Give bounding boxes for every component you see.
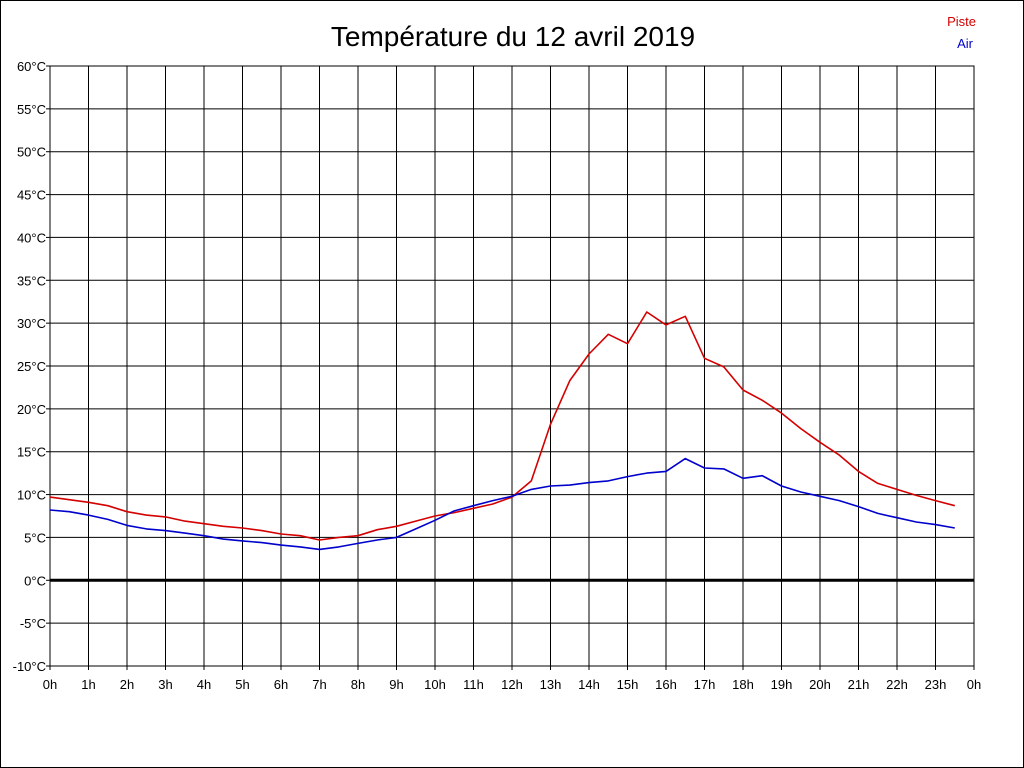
x-axis-ticks: 0h 1h 2h 3h 4h 5h 6h 7h 8h 9h 10h 11h 12h 13h 14h 15h 16… — [43, 666, 981, 692]
x-tick-label: 3h — [158, 677, 172, 692]
x-tick-label: 7h — [312, 677, 326, 692]
x-tick-label: 14h — [578, 677, 600, 692]
x-tick-label: 16h — [655, 677, 677, 692]
x-tick-label: 17h — [694, 677, 716, 692]
y-tick-label: 0°C — [24, 573, 46, 588]
legend-entry-piste: Piste — [947, 14, 976, 29]
y-tick-label: 25°C — [17, 359, 46, 374]
y-tick-label: 60°C — [17, 59, 46, 74]
x-tick-label: 6h — [274, 677, 288, 692]
y-tick-label: 15°C — [17, 445, 46, 460]
y-tick-label: 35°C — [17, 273, 46, 288]
x-tick-label: 18h — [732, 677, 754, 692]
y-tick-label: -5°C — [20, 616, 46, 631]
y-axis-ticks: 60°C 55°C 50°C 45°C 40°C 35°C 30°C 25°C 20°C 15°C… — [13, 59, 50, 674]
x-tick-label: 20h — [809, 677, 831, 692]
series-line-air — [49, 457, 955, 551]
y-tick-label: 45°C — [17, 188, 46, 203]
y-tick-label: 30°C — [17, 316, 46, 331]
y-tick-label: 50°C — [17, 145, 46, 160]
series-line-piste — [49, 311, 956, 541]
x-tick-label: 21h — [848, 677, 870, 692]
y-tick-label: 5°C — [24, 530, 46, 545]
x-tick-label: 13h — [540, 677, 562, 692]
x-tick-label: 19h — [771, 677, 793, 692]
x-tick-label: 2h — [120, 677, 134, 692]
y-tick-label: -10°C — [13, 659, 46, 674]
x-tick-label: 23h — [925, 677, 947, 692]
x-tick-label: 5h — [235, 677, 249, 692]
x-tick-label: 11h — [463, 677, 484, 692]
x-tick-label: 4h — [197, 677, 211, 692]
x-tick-label: 22h — [886, 677, 908, 692]
x-tick-label: 15h — [617, 677, 639, 692]
x-tick-label: 1h — [81, 677, 95, 692]
series-lines — [49, 311, 956, 551]
legend-entry-air: Air — [957, 36, 974, 51]
chart-title: Température du 12 avril 2019 — [331, 21, 695, 52]
y-tick-label: 55°C — [17, 102, 46, 117]
x-tick-label: 0h — [43, 677, 57, 692]
y-tick-label: 10°C — [17, 488, 46, 503]
grid — [49, 65, 975, 667]
y-tick-label: 20°C — [17, 402, 46, 417]
x-tick-label: 9h — [389, 677, 403, 692]
x-tick-label: 8h — [351, 677, 365, 692]
y-tick-label: 40°C — [17, 230, 46, 245]
x-tick-label: 0h — [967, 677, 981, 692]
x-tick-label: 12h — [501, 677, 523, 692]
x-tick-label: 10h — [424, 677, 446, 692]
